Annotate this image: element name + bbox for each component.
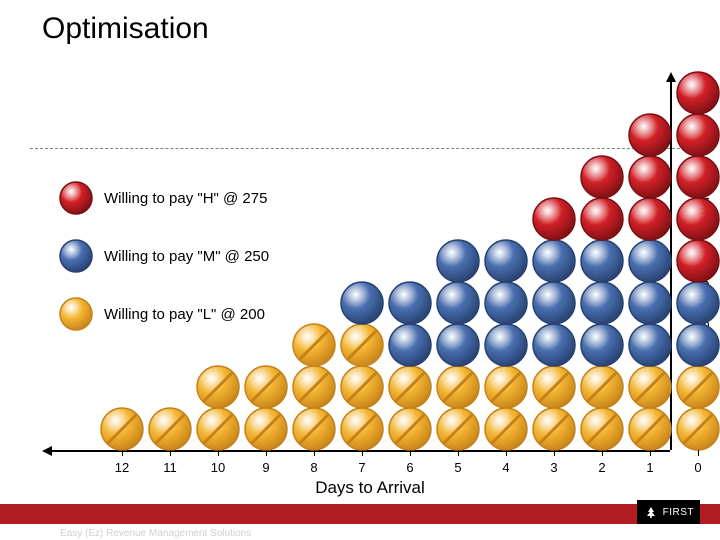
x-tick-label: 9 bbox=[262, 460, 269, 475]
x-tick-label: 11 bbox=[163, 460, 177, 475]
x-tick bbox=[122, 450, 123, 456]
x-tick bbox=[554, 450, 555, 456]
x-tick-label: 12 bbox=[115, 460, 129, 475]
booking-circle bbox=[531, 196, 577, 247]
x-tick-label: 3 bbox=[550, 460, 557, 475]
x-tick-label: 10 bbox=[211, 460, 225, 475]
slide: Optimisation Willing to pay "H" @ 275 Wi… bbox=[0, 0, 720, 540]
footer-text: Easy (Ez) Revenue Management Solutions bbox=[60, 528, 251, 539]
x-tick bbox=[698, 450, 699, 456]
x-tick bbox=[314, 450, 315, 456]
x-tick bbox=[506, 450, 507, 456]
booking-circle bbox=[387, 280, 433, 331]
x-tick-label: 7 bbox=[358, 460, 365, 475]
x-tick bbox=[362, 450, 363, 456]
x-tick-label: 2 bbox=[598, 460, 605, 475]
chart-area: 12 11 10 9 8 bbox=[50, 80, 670, 450]
x-tick-label: 5 bbox=[454, 460, 461, 475]
x-tick-label: 6 bbox=[406, 460, 413, 475]
booking-circle bbox=[627, 112, 673, 163]
x-axis-label: Days to Arrival bbox=[300, 478, 440, 498]
x-tick-label: 8 bbox=[310, 460, 317, 475]
slide-title: Optimisation bbox=[42, 12, 209, 46]
booking-circle bbox=[339, 280, 385, 331]
x-tick-label: 4 bbox=[502, 460, 509, 475]
booking-circle bbox=[579, 154, 625, 205]
x-tick bbox=[218, 450, 219, 456]
x-tick bbox=[410, 450, 411, 456]
booking-circle bbox=[483, 238, 529, 289]
booking-circle bbox=[435, 238, 481, 289]
footer-bar bbox=[0, 504, 720, 524]
x-tick-label: 0 bbox=[694, 460, 701, 475]
booking-circle bbox=[243, 364, 289, 415]
x-tick bbox=[170, 450, 171, 456]
booking-circle bbox=[675, 70, 720, 121]
booking-circle bbox=[195, 364, 241, 415]
x-tick bbox=[266, 450, 267, 456]
x-tick bbox=[602, 450, 603, 456]
footer-logo: FIRST bbox=[637, 500, 700, 524]
x-tick-label: 1 bbox=[646, 460, 653, 475]
tree-icon bbox=[643, 504, 659, 520]
booking-circle bbox=[291, 322, 337, 373]
x-tick bbox=[650, 450, 651, 456]
arrow-left-icon bbox=[42, 446, 52, 456]
x-tick bbox=[458, 450, 459, 456]
logo-text: FIRST bbox=[663, 507, 694, 518]
